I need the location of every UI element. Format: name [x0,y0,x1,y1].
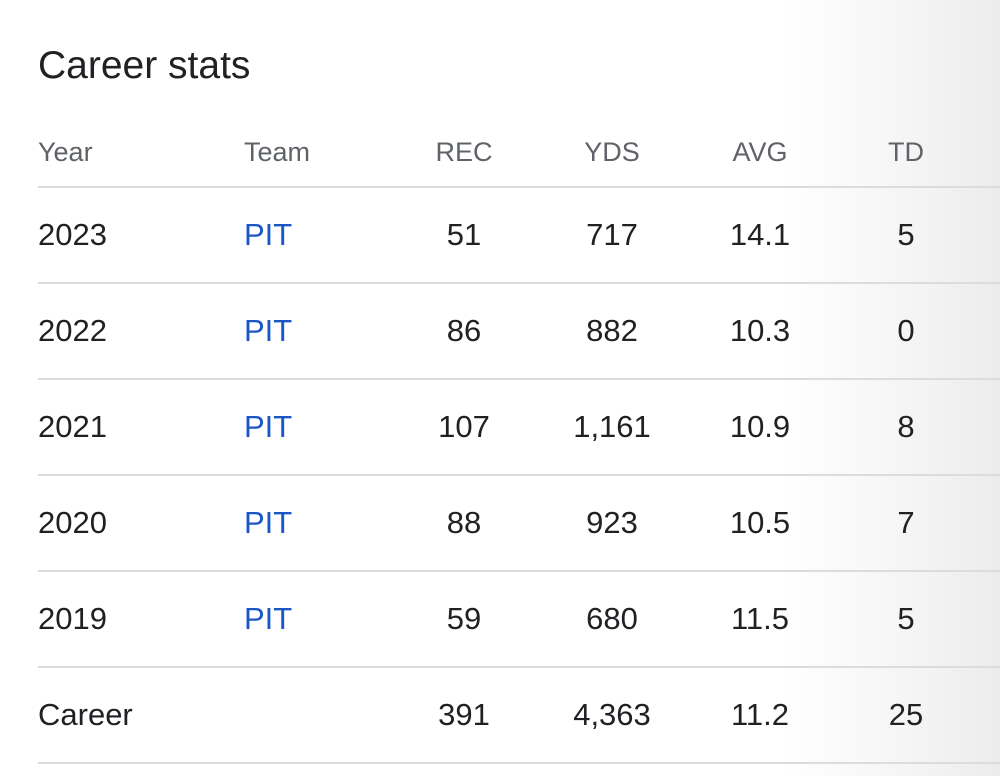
yds-cell: 680 [586,601,638,636]
table-row: 2023 PIT 51 717 14.1 5 [38,188,1000,284]
career-td-cell: 25 [888,697,924,732]
column-header-yds: YDS [584,136,640,167]
rec-cell: 51 [446,217,482,252]
table-header-row: Year Team REC YDS AVG TD [38,118,1000,188]
team-cell: PIT [244,476,414,570]
column-header-rec: REC [435,136,493,167]
table-row: 2022 PIT 86 882 10.3 0 [38,284,1000,380]
page-title: Career stats [38,44,251,87]
td-cell: 8 [897,409,915,444]
column-header-team: Team [244,136,311,167]
table-row: 2021 PIT 107 1,161 10.9 8 [38,380,1000,476]
yds-cell: 1,161 [573,409,651,444]
team-link[interactable]: PIT [244,601,293,636]
team-link[interactable]: PIT [244,313,293,348]
year-cell: 2023 [38,217,107,252]
column-header-year: Year [38,136,93,167]
column-header-td: TD [888,136,924,167]
team-cell: PIT [244,572,414,666]
team-link[interactable]: PIT [244,505,293,540]
year-cell: 2020 [38,505,107,540]
year-cell: 2021 [38,409,107,444]
td-cell: 5 [897,601,915,636]
td-cell: 7 [897,505,915,540]
yds-cell: 882 [586,313,638,348]
td-cell: 0 [897,313,915,348]
stats-table: Year Team REC YDS AVG TD 2023 PIT 51 717… [38,118,1000,764]
team-cell: PIT [244,284,414,378]
team-link[interactable]: PIT [244,217,293,252]
avg-cell: 10.9 [729,409,791,444]
year-cell: 2022 [38,313,107,348]
table-row: 2020 PIT 88 923 10.5 7 [38,476,1000,572]
career-avg-cell: 11.2 [730,697,790,732]
avg-cell: 10.3 [729,313,791,348]
career-yds-cell: 4,363 [573,697,651,732]
team-link[interactable]: PIT [244,409,293,444]
rec-cell: 59 [446,601,482,636]
rec-cell: 86 [446,313,482,348]
career-total-row: Career 391 4,363 11.2 25 [38,668,1000,764]
avg-cell: 10.5 [729,505,791,540]
team-cell: PIT [244,380,414,474]
rec-cell: 88 [446,505,482,540]
yds-cell: 923 [586,505,638,540]
avg-cell: 14.1 [729,217,791,252]
career-rec-cell: 391 [438,697,490,732]
year-cell: 2019 [38,601,107,636]
avg-cell: 11.5 [730,601,790,636]
td-cell: 5 [897,217,915,252]
rec-cell: 107 [438,409,490,444]
table-row: 2019 PIT 59 680 11.5 5 [38,572,1000,668]
yds-cell: 717 [586,217,638,252]
column-header-avg: AVG [732,136,788,167]
team-cell: PIT [244,188,414,282]
career-label: Career [38,697,133,732]
